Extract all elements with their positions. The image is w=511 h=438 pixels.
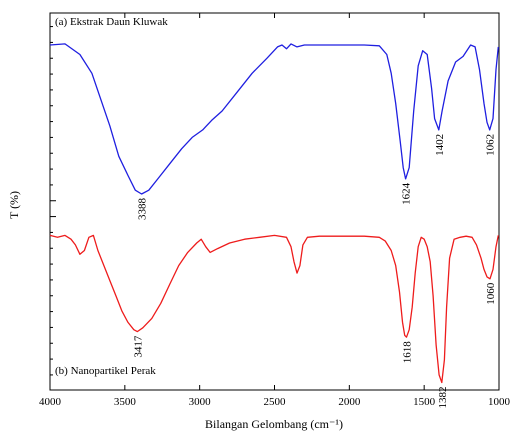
x-tick-label: 2500	[264, 396, 287, 408]
x-tick-label: 1500	[413, 396, 436, 408]
peak-label: 1402	[434, 134, 446, 156]
peak-label: 1382	[437, 387, 449, 409]
panel-label-a: (a) Ekstrak Daun Kluwak	[55, 16, 168, 28]
peak-label: 1062	[485, 134, 497, 156]
peak-annotations: 3388 1624 1402 1062 3417 1618 1382 1060	[132, 134, 497, 409]
y-axis-title: T (%)	[7, 191, 21, 219]
peak-label: 1060	[485, 282, 497, 305]
x-tick-label: 2000	[338, 396, 361, 408]
x-tick-label: 1000	[488, 396, 511, 408]
plot-frame	[49, 12, 500, 391]
x-tick-label: 3500	[114, 396, 137, 408]
peak-label: 1618	[402, 341, 414, 364]
panel-label-b: (b) Nanopartikel Perak	[55, 365, 156, 377]
series-line-nanopartikel	[49, 234, 499, 384]
peak-label: 3417	[132, 335, 144, 358]
y-minor-ticks	[50, 26, 56, 376]
x-ticks: 4000 3500 3000 2500 2000 1500 1000	[39, 13, 511, 408]
series-layer	[49, 43, 499, 384]
peak-label: 3388	[137, 198, 149, 221]
x-tick-label: 4000	[39, 396, 62, 408]
x-tick-label: 3000	[189, 396, 212, 408]
peak-label: 1624	[401, 182, 413, 205]
series-line-ekstrak	[49, 43, 499, 195]
x-axis-title: Bilangan Gelombang (cm⁻¹)	[205, 417, 343, 431]
